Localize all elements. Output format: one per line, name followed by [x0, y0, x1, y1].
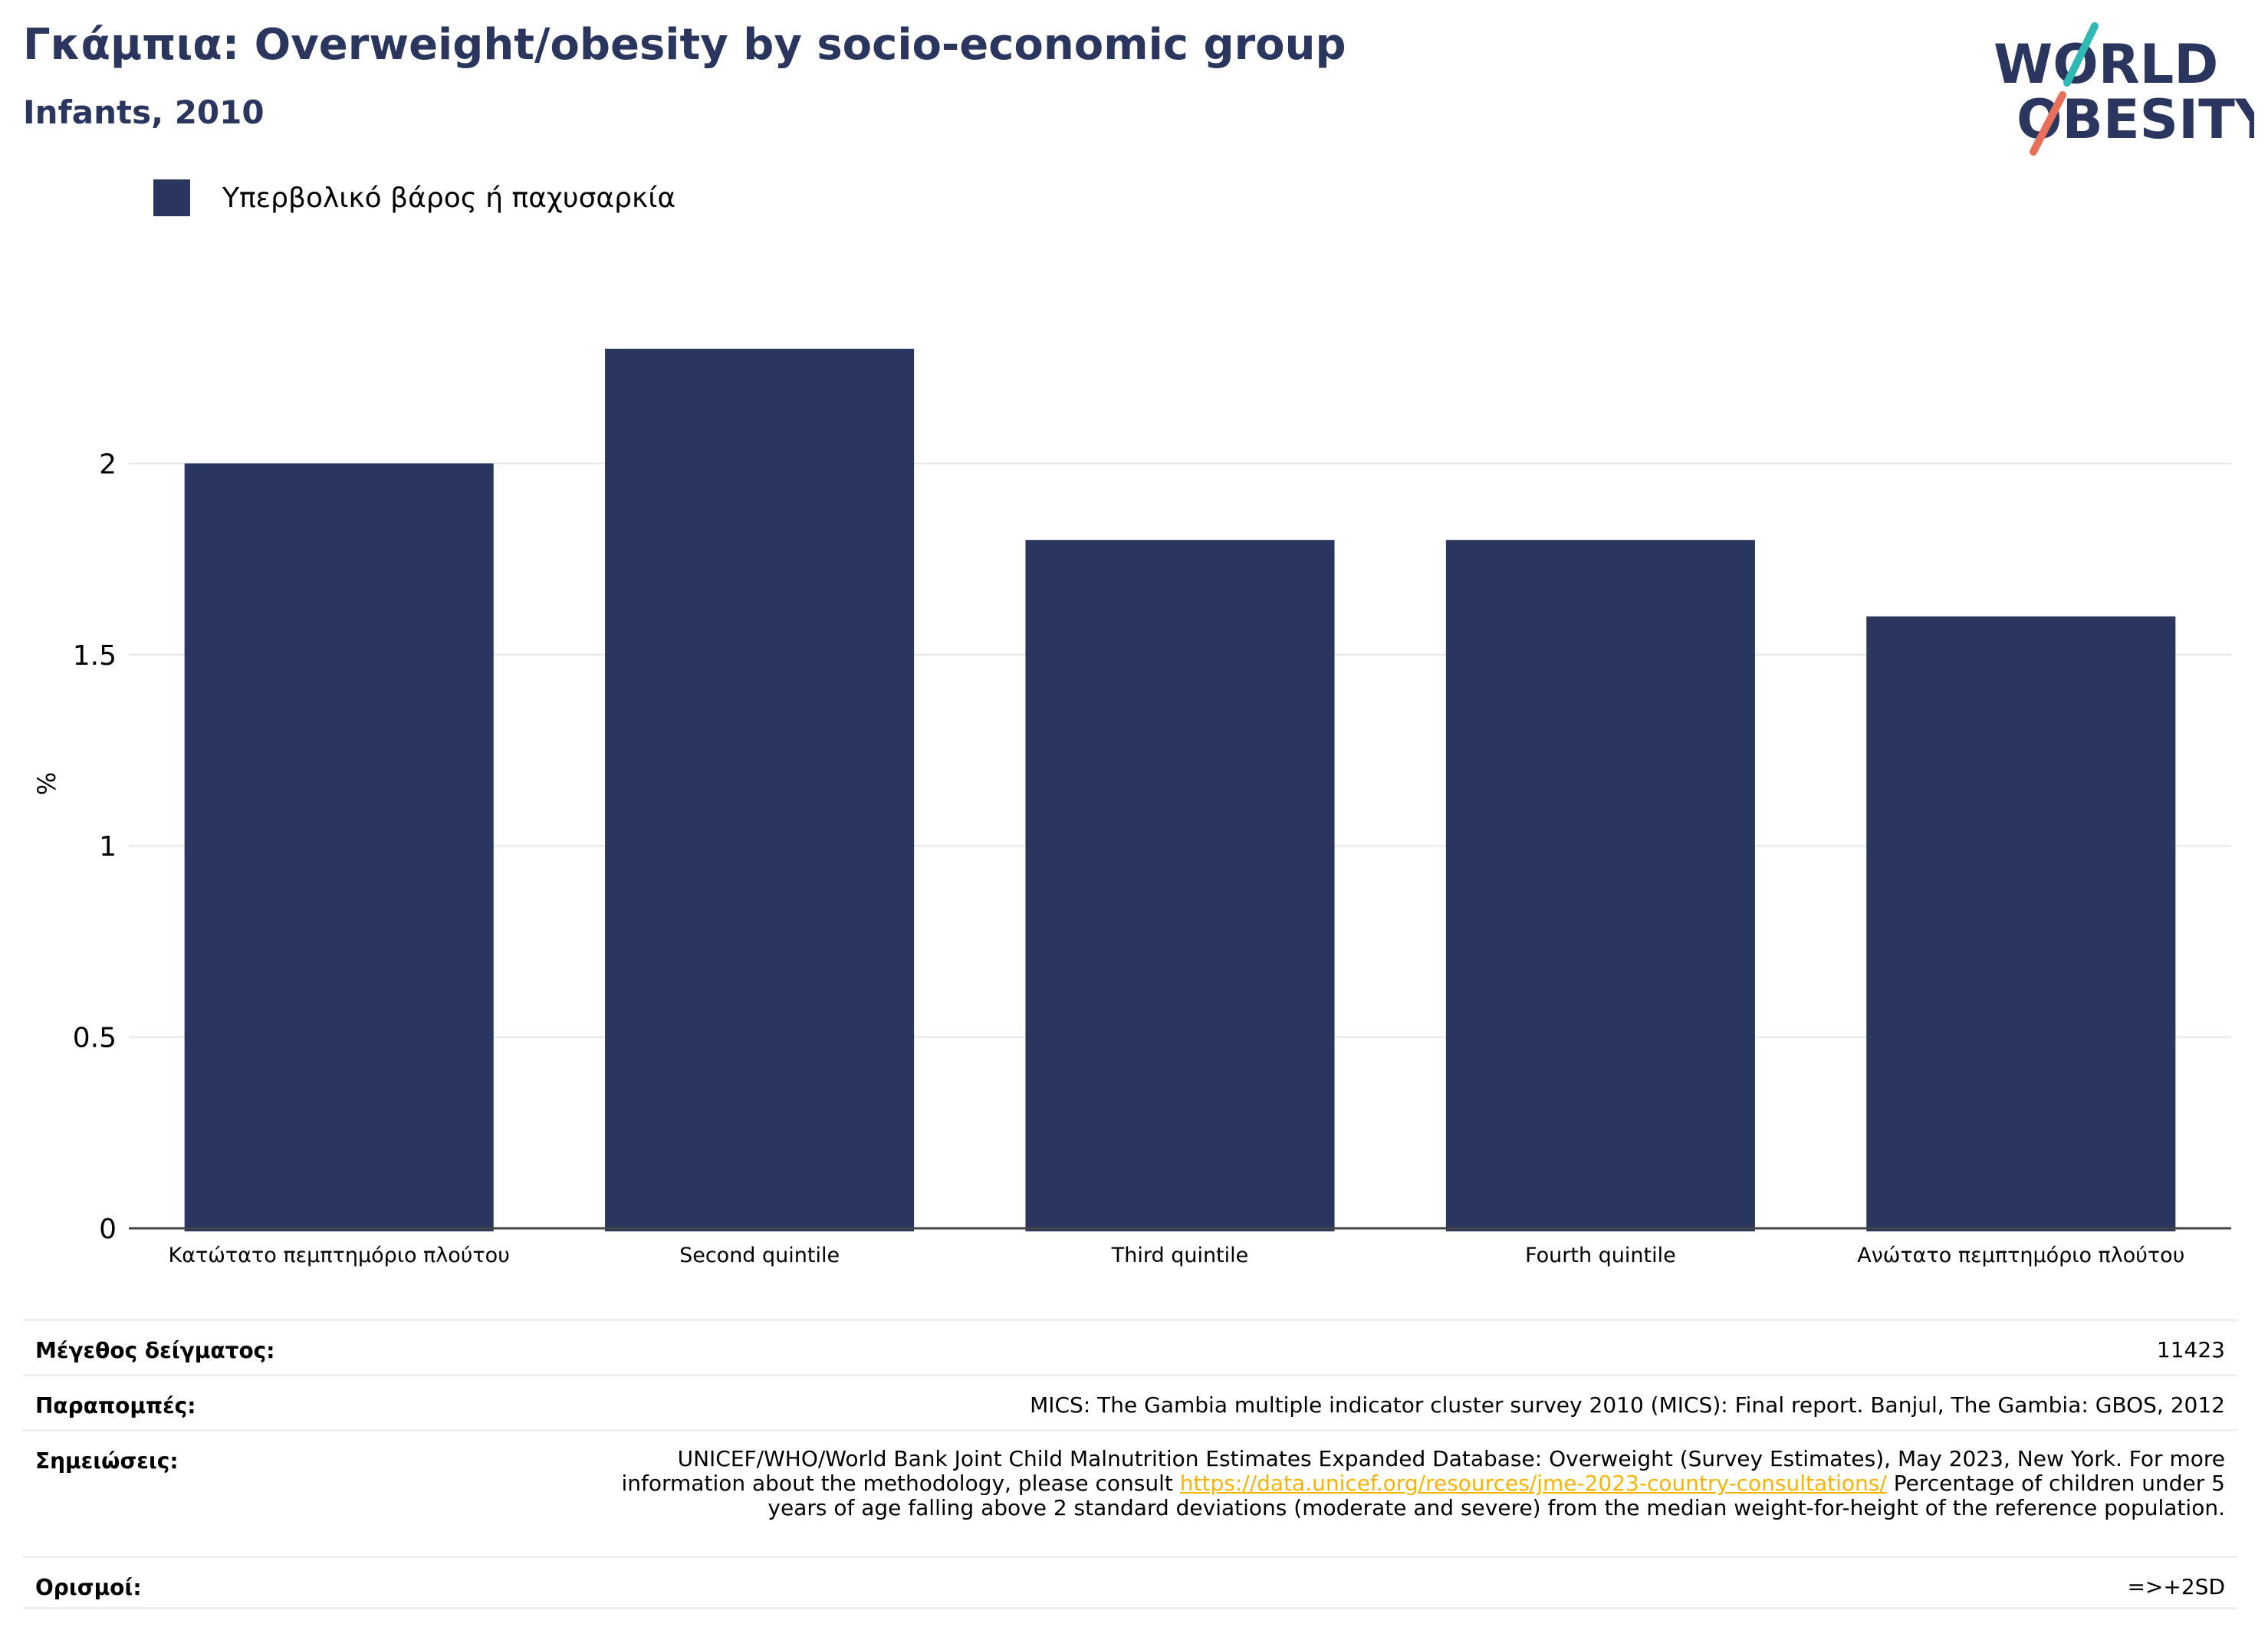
legend-swatch: [153, 179, 190, 216]
logo-slash-teal: [2063, 22, 2099, 87]
bar[interactable]: [1866, 616, 2176, 1231]
references-value: MICS: The Gambia multiple indicator clus…: [1030, 1392, 2225, 1418]
bar[interactable]: [1025, 540, 1335, 1231]
chart-subtitle: Infants, 2010: [23, 94, 265, 131]
legend-label: Υπερβολικό βάρος ή παχυσαρκία: [222, 182, 676, 214]
x-tick-label: Ανώτατο πεμπτημόριο πλούτου: [1857, 1244, 2184, 1267]
references-label: Παραπομπές:: [35, 1393, 196, 1418]
sample-size-value: 11423: [2156, 1337, 2225, 1362]
bar-chart: 0 0.5 1 1.5 2 Κατώτατο πεμπτημόριο πλούτου Se…: [32, 348, 2231, 1267]
x-tick-label: Second quintile: [679, 1244, 840, 1267]
y-tick-label: 0: [99, 1214, 117, 1245]
definitions-value: =>+2SD: [2127, 1574, 2225, 1599]
info-row-notes: Σημειώσεις: UNICEF/WHO/World Bank Joint …: [23, 1429, 2237, 1556]
x-tick-label: Fourth quintile: [1525, 1244, 1676, 1267]
definitions-label: Ορισμοί:: [35, 1575, 142, 1600]
info-row-references: Παραπομπές: MICS: The Gambia multiple in…: [23, 1374, 2237, 1429]
logo-slash-coral: [2030, 91, 2066, 156]
y-axis-title: %: [32, 772, 61, 795]
notes-link[interactable]: https://data.unicef.org/resources/jme-20…: [1179, 1471, 1887, 1496]
y-tick-label: 1: [99, 831, 117, 863]
y-tick-label: 0.5: [73, 1023, 117, 1054]
info-row-definitions: Ορισμοί: =>+2SD: [23, 1556, 2237, 1609]
notes-value: UNICEF/WHO/World Bank Joint Child Malnut…: [615, 1446, 2226, 1556]
sample-size-label: Μέγεθος δείγματος:: [35, 1338, 275, 1363]
x-tick-label: Κατώτατο πεμπτημόριο πλούτου: [169, 1244, 510, 1267]
notes-text-after: Percentage of children under 5 years of …: [768, 1471, 2225, 1520]
info-row-sample-size: Μέγεθος δείγματος: 11423: [23, 1319, 2237, 1374]
x-tick-labels: Κατώτατο πεμπτημόριο πλούτου Second quint…: [169, 1244, 2185, 1267]
x-tick-label: Third quintile: [1111, 1244, 1249, 1267]
bar[interactable]: [1445, 540, 1755, 1231]
world-obesity-logo: WORLD OBESITY: [1994, 22, 2254, 156]
y-tick-label: 2: [99, 449, 117, 480]
info-table: Μέγεθος δείγματος: 11423 Παραπομπές: MIC…: [23, 1319, 2237, 1609]
legend[interactable]: Υπερβολικό βάρος ή παχυσαρκία: [153, 179, 675, 216]
bar[interactable]: [184, 463, 494, 1231]
chart-title: Γκάμπια: Overweight/obesity by socio-eco…: [23, 20, 1346, 70]
notes-label: Σημειώσεις:: [35, 1448, 179, 1474]
y-tick-labels: 0 0.5 1 1.5 2: [73, 449, 117, 1245]
bars: [184, 348, 2176, 1232]
logo-word-world: WORLD: [1994, 33, 2218, 96]
bar[interactable]: [605, 348, 915, 1232]
y-tick-label: 1.5: [73, 640, 117, 672]
notes-text-before: UNICEF/WHO/World Bank Joint Child Malnut…: [621, 1446, 2226, 1496]
logo-word-obesity: OBESITY: [2017, 88, 2254, 151]
